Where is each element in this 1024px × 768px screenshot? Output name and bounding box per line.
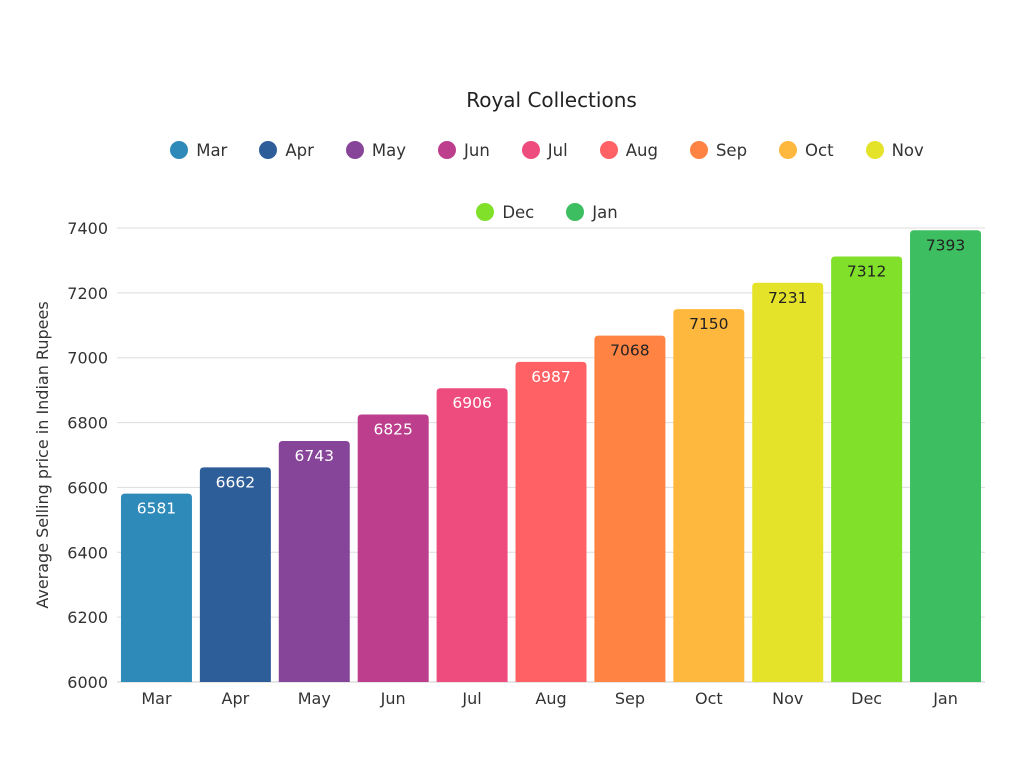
y-tick-label: 6000 [67, 673, 108, 692]
y-tick-label: 7000 [67, 349, 108, 368]
legend-dot-icon [476, 203, 495, 221]
legend-label: Apr [285, 140, 314, 160]
x-tick-label: Nov [772, 689, 803, 708]
legend-label: May [371, 140, 407, 160]
legend-item-jan[interactable]: Jan [566, 198, 618, 226]
legend-label: Sep [715, 140, 748, 160]
data-label: 6662 [216, 473, 255, 491]
y-axis-label: Average Selling price in Indian Rupees [33, 301, 52, 608]
legend-label: Aug [625, 140, 658, 160]
data-label: 7231 [768, 289, 807, 307]
bar-mar [120, 493, 192, 682]
x-tick-label: Sep [615, 689, 645, 708]
data-label: 6743 [295, 447, 334, 465]
legend-label: Jan [592, 202, 618, 222]
x-tick-label: Oct [695, 689, 723, 708]
legend-dot-icon [438, 141, 457, 159]
data-label: 6581 [137, 500, 176, 518]
legend-dot-icon [599, 141, 618, 159]
legend-label: Dec [502, 202, 535, 222]
legend-label: Jul [547, 140, 568, 160]
x-tick-label: Apr [222, 689, 250, 708]
legend-item-may[interactable]: May [345, 136, 407, 164]
bar-oct [673, 309, 745, 682]
legend-label: Mar [196, 140, 228, 160]
bar-aug [515, 361, 587, 682]
legend-item-oct[interactable]: Oct [779, 136, 834, 164]
legend-item-jun[interactable]: Jun [438, 136, 490, 164]
legend-item-dec[interactable]: Dec [476, 198, 534, 226]
data-label: 6906 [452, 394, 491, 412]
legend-item-nov[interactable]: Nov [865, 136, 924, 164]
data-label: 6987 [531, 368, 570, 386]
bar-apr [199, 467, 271, 682]
legend-dot-icon [259, 141, 278, 159]
x-tick-label: Jun [380, 689, 406, 708]
y-tick-label: 6600 [67, 478, 108, 497]
legend-dot-icon [170, 141, 189, 159]
bar-may [278, 441, 350, 682]
legend-label: Oct [805, 140, 834, 160]
bar-jan [910, 230, 982, 682]
legend-dot-icon [865, 141, 884, 159]
legend-label: Jun [464, 140, 490, 160]
legend-item-apr[interactable]: Apr [259, 136, 314, 164]
legend-item-mar[interactable]: Mar [170, 136, 227, 164]
legend-item-aug[interactable]: Aug [599, 136, 658, 164]
data-label: 7393 [926, 236, 965, 254]
x-tick-label: May [298, 689, 331, 708]
x-tick-label: Mar [141, 689, 172, 708]
x-tick-label: Dec [851, 689, 882, 708]
bar-dec [831, 256, 903, 682]
x-tick-label: Aug [535, 689, 566, 708]
data-label: 7068 [610, 342, 649, 360]
legend-dot-icon [779, 141, 798, 159]
data-label: 6825 [373, 420, 412, 438]
data-label: 7312 [847, 263, 886, 281]
legend-dot-icon [566, 203, 585, 221]
legend-item-sep[interactable]: Sep [689, 136, 748, 164]
x-tick-label: Jul [461, 689, 481, 708]
data-label: 7150 [689, 315, 728, 333]
legend-dot-icon [689, 141, 708, 159]
y-tick-label: 6800 [67, 414, 108, 433]
bar-sep [594, 335, 666, 682]
bar-nov [752, 282, 824, 682]
legend: Mar Apr May Jun Jul Aug Sep Oct Nov Dec Jan [132, 136, 962, 226]
x-tick-label: Jan [932, 689, 958, 708]
y-tick-label: 6200 [67, 608, 108, 627]
bar-jul [436, 388, 508, 682]
y-tick-label: 6400 [67, 543, 108, 562]
legend-dot-icon [345, 141, 364, 159]
chart-title: Royal Collections [466, 88, 637, 112]
bar-jun [357, 414, 429, 682]
legend-item-jul[interactable]: Jul [521, 136, 568, 164]
y-tick-label: 7200 [67, 284, 108, 303]
y-tick-label: 7400 [67, 219, 108, 238]
legend-dot-icon [521, 141, 540, 159]
legend-label: Nov [891, 140, 924, 160]
